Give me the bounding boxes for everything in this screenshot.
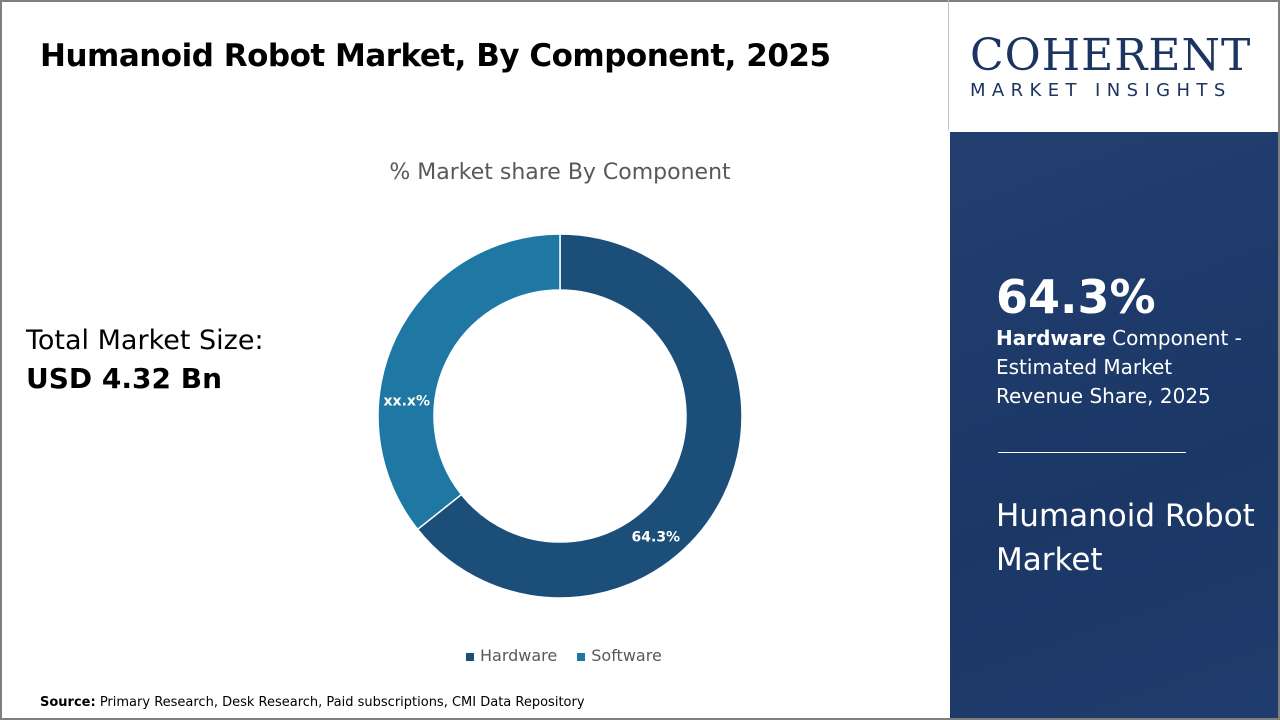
highlight-segment: Hardware <box>996 326 1106 350</box>
chart-title: % Market share By Component <box>389 160 731 185</box>
highlight-value: 64.3% <box>996 270 1156 324</box>
divider <box>948 0 949 130</box>
logo: COHERENT MARKET INSIGHTS <box>950 2 1278 132</box>
legend-item-hardware: Hardware <box>466 646 557 665</box>
panel-divider <box>998 452 1186 453</box>
legend-swatch <box>466 652 474 661</box>
total-market-label: Total Market Size: <box>26 325 264 356</box>
page-title: Humanoid Robot Market, By Component, 202… <box>40 38 831 74</box>
donut-chart: 64.3% xx.x% <box>377 233 743 599</box>
legend-swatch <box>577 652 586 661</box>
logo-text: COHERENT <box>970 30 1252 81</box>
data-label: xx.x% <box>384 394 430 410</box>
source-label: Source: <box>40 695 96 710</box>
source-text: Primary Research, Desk Research, Paid su… <box>95 695 585 710</box>
total-market-value: USD 4.32 Bn <box>26 362 222 395</box>
highlight-description: Hardware Component - Estimated Market Re… <box>996 324 1256 411</box>
legend-label: Software <box>591 646 662 665</box>
market-name: Humanoid Robot Market <box>996 498 1255 578</box>
data-label: 64.3% <box>632 530 681 546</box>
logo-subtext: MARKET INSIGHTS <box>970 80 1232 101</box>
highlight-panel: 64.3% Hardware Component - Estimated Mar… <box>950 132 1278 718</box>
legend-item-software: Software <box>577 646 662 665</box>
slice-hardware <box>416 233 743 599</box>
highlight-desc-text: Component - Estimated Market Revenue Sha… <box>996 326 1242 408</box>
legend-label: Hardware <box>480 646 558 665</box>
slice-software <box>377 233 561 531</box>
legend: Hardware Software <box>466 646 662 665</box>
source-note: Source: Primary Research, Desk Research,… <box>40 695 585 710</box>
